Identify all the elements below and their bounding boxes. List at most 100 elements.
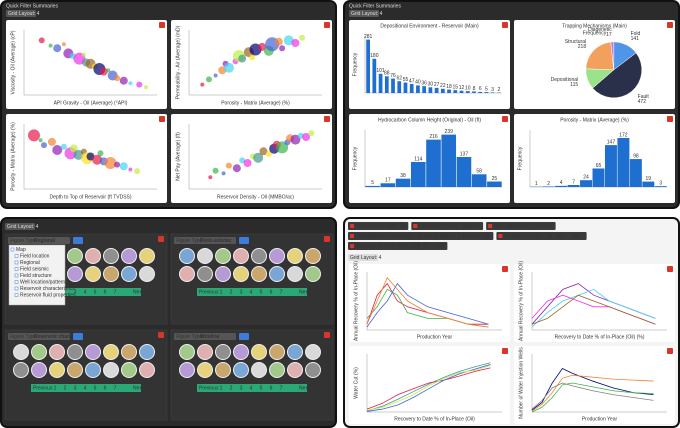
layout-label[interactable]: Grid Layout: 4 [7,224,39,230]
layout-select[interactable] [6,10,36,17]
pagination-page[interactable]: 7 [114,385,117,391]
expand-button[interactable] [502,116,508,122]
expand-button[interactable] [502,22,508,28]
layout-select[interactable] [349,10,379,17]
menu-item[interactable]: Reservoir characteristics [20,286,75,292]
pagination-page[interactable]: 7 [280,289,283,295]
figure-thumbnail[interactable] [13,344,29,360]
figure-thumbnail[interactable] [139,266,155,282]
filter-remove[interactable] [350,224,354,228]
pagination-next[interactable]: Next [133,289,144,295]
menu-item[interactable]: Reservoir fluid properties [20,292,76,298]
filter-remove[interactable] [498,234,503,238]
figure-thumbnail[interactable] [197,248,213,264]
figure-thumbnail[interactable] [251,248,267,264]
figure-thumbnail[interactable] [251,266,267,282]
pagination-page[interactable]: 6 [104,385,107,391]
figure-thumbnail[interactable] [121,248,137,264]
figure-thumbnail[interactable] [215,248,231,264]
menu-item[interactable]: Well location/pattern [20,279,65,285]
figure-thumbnail[interactable] [197,362,213,378]
figure-thumbnail[interactable] [251,362,267,378]
pagination-page[interactable]: 2 [64,385,67,391]
filter-chip[interactable] [348,222,409,230]
figure-type-select[interactable] [8,237,70,244]
figure-thumbnail[interactable] [269,248,285,264]
layout-select[interactable] [348,254,378,261]
expand-button[interactable] [324,236,330,242]
pagination-page[interactable]: 2 [230,289,233,295]
menu-checkbox[interactable] [14,273,19,278]
figure-thumbnail[interactable] [287,362,303,378]
filter-remove[interactable] [350,244,354,248]
figure-thumbnail[interactable] [233,248,249,264]
pagination-page[interactable]: 6 [270,385,273,391]
menu-item[interactable]: Regional [20,260,40,266]
menu-checkbox[interactable] [14,280,19,284]
figure-thumbnail[interactable] [139,248,155,264]
figure-thumbnail[interactable] [269,344,285,360]
pagination-previous[interactable]: Previous [33,385,53,391]
pagination-page[interactable]: 6 [104,289,107,295]
figure-thumbnail[interactable] [103,344,119,360]
figure-thumbnail[interactable] [305,266,321,282]
figure-thumbnail[interactable] [233,344,249,360]
filter-remove[interactable] [413,224,418,228]
expand-button[interactable] [667,116,673,122]
expand-button[interactable] [324,332,330,338]
layout-select[interactable] [5,223,35,230]
filter-remove[interactable] [350,234,354,238]
expand-button[interactable] [502,266,508,272]
figure-thumbnail[interactable] [49,362,65,378]
pagination-previous[interactable]: Previous [199,289,219,295]
figure-thumbnail[interactable] [215,344,231,360]
info-button[interactable] [239,237,249,244]
menu-item[interactable]: Map [16,247,26,253]
figure-thumbnail[interactable] [287,344,303,360]
pagination-page[interactable]: 4 [84,289,87,295]
pagination-page[interactable]: 4 [84,385,87,391]
pagination-page[interactable]: 3 [74,289,77,295]
figure-thumbnail[interactable] [139,344,155,360]
figure-thumbnail[interactable] [67,362,83,378]
expand-button[interactable] [667,348,673,354]
figure-thumbnail[interactable] [121,344,137,360]
figure-thumbnail[interactable] [305,344,321,360]
figure-type-select[interactable] [8,333,70,340]
menu-item[interactable]: Field location [20,253,50,259]
figure-thumbnail[interactable] [287,266,303,282]
figure-thumbnail[interactable] [67,266,83,282]
expand-button[interactable] [502,348,508,354]
pagination-previous[interactable]: Previous [199,385,219,391]
expand-button[interactable] [158,236,164,242]
layout-label[interactable]: Grid Layout: 4 [8,11,40,17]
figure-thumbnail[interactable] [31,362,47,378]
layout-label[interactable]: Grid Layout: 4 [350,255,382,261]
figure-thumbnail[interactable] [179,266,195,282]
pagination-page[interactable]: 2 [230,385,233,391]
figure-type-select[interactable] [174,333,236,340]
pagination-next[interactable]: Next [299,385,310,391]
figure-thumbnail[interactable] [197,344,213,360]
figure-thumbnail[interactable] [269,362,285,378]
pagination-page[interactable]: 7 [114,289,117,295]
pagination-page[interactable]: 1 [54,385,57,391]
figure-thumbnail[interactable] [215,266,231,282]
figure-thumbnail[interactable] [233,362,249,378]
expand-button[interactable] [324,116,330,122]
figure-thumbnail[interactable] [103,248,119,264]
figure-thumbnail[interactable] [179,248,195,264]
figure-thumbnail[interactable] [139,362,155,378]
expand-button[interactable] [159,116,165,122]
filter-chip[interactable] [486,222,556,230]
pagination-page[interactable]: 6 [270,289,273,295]
figure-thumbnail[interactable] [103,266,119,282]
pagination-page[interactable]: 4 [250,289,253,295]
filter-chip[interactable] [496,232,587,240]
pagination-page[interactable]: 3 [240,289,243,295]
pagination-page[interactable]: 1 [220,385,223,391]
menu-checkbox[interactable] [14,260,19,265]
figure-thumbnail[interactable] [67,344,83,360]
expand-button[interactable] [324,22,330,28]
figure-thumbnail[interactable] [85,362,101,378]
